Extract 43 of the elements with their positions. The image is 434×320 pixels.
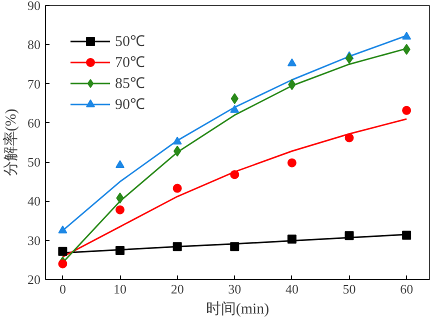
point — [344, 133, 354, 142]
x-tick-label: 40 — [285, 282, 298, 296]
y-tick-label: 40 — [28, 194, 40, 209]
legend-label: 70℃ — [115, 54, 145, 72]
legend-label: 90℃ — [115, 96, 145, 114]
point — [172, 184, 182, 193]
point — [344, 231, 354, 240]
y-tick-label: 70 — [28, 76, 40, 92]
point — [402, 106, 412, 115]
x-tick-label: 0 — [59, 282, 66, 296]
point — [230, 170, 240, 180]
point — [287, 58, 296, 66]
point — [58, 225, 68, 234]
x-tick-label: 10 — [114, 282, 127, 296]
point — [172, 136, 182, 145]
y-tick-label: 30 — [28, 232, 40, 248]
y-tick-label: 90 — [28, 0, 40, 13]
legend-label: 85℃ — [115, 75, 145, 93]
point — [402, 230, 412, 240]
point — [230, 104, 240, 113]
point — [58, 259, 68, 268]
point — [116, 246, 125, 256]
point — [116, 160, 125, 168]
y-axis-title: 分解率(%) — [2, 108, 20, 176]
y-tick-label: 20 — [28, 272, 40, 287]
point — [58, 246, 68, 256]
point — [345, 52, 354, 64]
x-tick-label: 20 — [170, 282, 184, 296]
y-tick-label: 50 — [28, 154, 40, 170]
x-tick-label: 50 — [342, 282, 356, 296]
point — [287, 234, 296, 244]
x-tick-label: 30 — [228, 282, 242, 296]
point — [402, 32, 412, 40]
x-axis-title: 时间(min) — [206, 300, 270, 318]
point — [172, 242, 182, 252]
point — [173, 146, 182, 157]
y-tick-label: 60 — [28, 115, 40, 130]
point — [230, 242, 240, 252]
point — [287, 158, 296, 168]
legend-label: 50℃ — [115, 33, 145, 51]
x-tick-label: 60 — [400, 282, 414, 296]
point — [116, 205, 125, 214]
y-tick-label: 80 — [28, 37, 40, 52]
